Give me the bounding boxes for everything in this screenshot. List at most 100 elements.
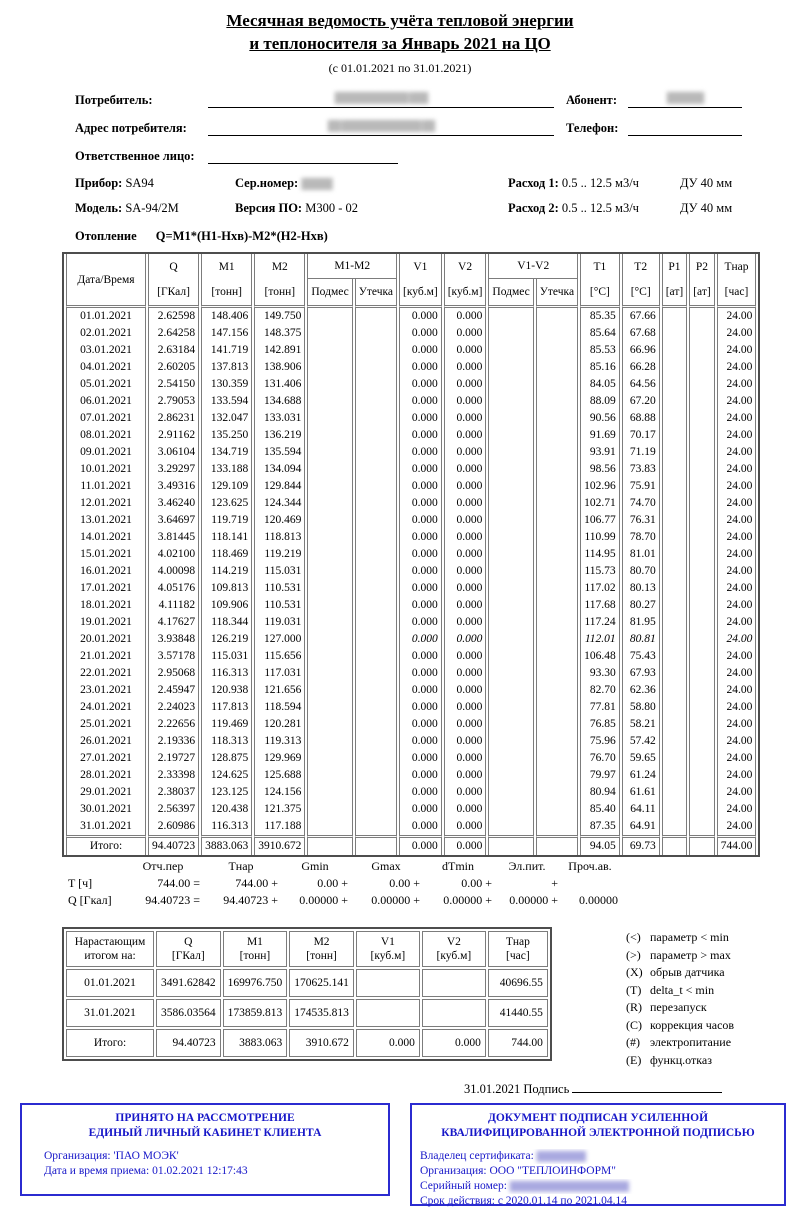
cell: 118.469 [201,546,253,563]
cell: 0.000 [399,461,442,478]
sub-podmes-m: Подмес [307,279,353,308]
table-row: 31.01.2021 3586.03564 173859.813 174535.813… [66,999,548,1027]
cell [488,631,534,648]
cell: 134.719 [201,444,253,461]
cell: 110.99 [580,529,620,546]
cert-serial-line: Серийный номер: ██████████████████████ [420,1179,776,1194]
cell: 115.031 [254,563,306,580]
cell: 76.31 [621,512,660,529]
cell [689,597,715,614]
firmware-field: Версия ПО: M300 - 02 [235,201,508,216]
cell [661,546,688,563]
report-period: (с 01.01.2021 по 31.01.2021) [328,60,472,75]
cell [689,308,715,325]
cell: 0.000 [443,631,487,648]
cell [354,563,398,580]
cell: 24.00 [716,376,757,393]
cell: 75.96 [580,733,620,750]
sub-utechka-v: Утечка [535,279,579,308]
cell: 0.000 [443,801,487,818]
cell: 62.36 [621,682,660,699]
cell: 22.01.2021 [66,665,146,682]
abonent-value-redacted: ██████ [666,93,705,104]
cell: + [551,876,558,890]
table-row: 05.01.2021 2.54150 130.359 131.406 0.000 0.00… [66,376,757,393]
flow1-value: 0.5 .. 12.5 м3/ч [561,176,639,190]
signature-row: 31.01.2021 Подпись [464,1080,723,1097]
cell: 66.28 [621,359,660,376]
cell [307,767,353,784]
table-row: 27.01.2021 2.19727 128.875 129.969 0.000 0.00… [66,750,757,767]
cell [689,359,715,376]
cell: 149.750 [254,308,306,325]
flow2-label: Расход 2: [508,201,559,215]
cell [421,969,486,997]
cell: 142.891 [254,342,306,359]
cell: 24.00 [716,410,757,427]
col-p2: P2 [689,254,715,279]
cell: 61.61 [621,784,660,801]
model-label: Модель: [75,201,123,215]
cell: 0.000 [399,359,442,376]
sub-podmes-v: Подмес [488,279,534,308]
cell [307,580,353,597]
cell: 58.21 [621,716,660,733]
cell [307,563,353,580]
legend-item: (T) delta_t < min [626,982,734,1000]
cell [354,478,398,495]
table-row: 31.01.2021 2.60986 116.313 117.188 0.000 0.00… [66,818,757,835]
cell [689,818,715,835]
balance-q-label: Q [Гкал] [68,893,112,907]
heating-label: Отопление [75,229,137,243]
cell [661,563,688,580]
cell: Итого: [66,835,146,855]
cell: 02.01.2021 [66,325,146,342]
cell: 133.031 [254,410,306,427]
cell: 85.53 [580,342,620,359]
cell: 24.00 [716,308,757,325]
table-row: 01.01.2021 3491.62842 169976.750 170625.141… [66,969,548,997]
cell: 58.80 [621,699,660,716]
cell: 3883.063 [222,1029,288,1057]
title-line-2: и теплоносителя за Январь 2021 на ЦО [249,33,551,53]
cell [661,376,688,393]
cell: 2.60205 [148,359,200,376]
cell: V1 [куб.м] [355,931,420,967]
table-row: 17.01.2021 4.05176 109.813 110.531 0.000 0.00… [66,580,757,597]
heating-formula: Q=M1*(H1-Hхв)-M2*(H2-Hхв) [155,229,328,243]
cell: 30.01.2021 [66,801,146,818]
cell: 29.01.2021 [66,784,146,801]
cell: 118.813 [254,529,306,546]
cell [689,716,715,733]
cell: 147.156 [201,325,253,342]
cell: 744.00 = [157,876,200,890]
cell: 90.56 [580,410,620,427]
cell [307,614,353,631]
cell: 93.30 [580,665,620,682]
cell [421,999,486,1027]
cell: 18.01.2021 [66,597,146,614]
cell [535,682,579,699]
cell: 93.91 [580,444,620,461]
cell [661,495,688,512]
cell [354,614,398,631]
cell: 112.01 [580,631,620,648]
cell: 78.70 [621,529,660,546]
cell: 0.000 [399,597,442,614]
cell: 24.00 [716,529,757,546]
legend-text: перезапуск [650,1000,707,1014]
cell: 2.22656 [148,716,200,733]
cell: 10.01.2021 [66,461,146,478]
cell: 0.000 [443,614,487,631]
cell: 2.33398 [148,767,200,784]
cell: 71.19 [621,444,660,461]
cert-org-line: Организация: ООО "ТЕПЛОИНФОРМ" [420,1164,616,1177]
cell: 3910.672 [289,1029,354,1057]
cell: 0.000 [399,614,442,631]
balance-q-row: Q [Гкал] 94.40723 = 94.40723 + 0.00000 +… [66,892,620,909]
cell [354,699,398,716]
cell: 2.64258 [148,325,200,342]
cell: 2.19727 [148,750,200,767]
consumer-value-redacted: ████████████ ███ [334,93,429,104]
cell [689,529,715,546]
